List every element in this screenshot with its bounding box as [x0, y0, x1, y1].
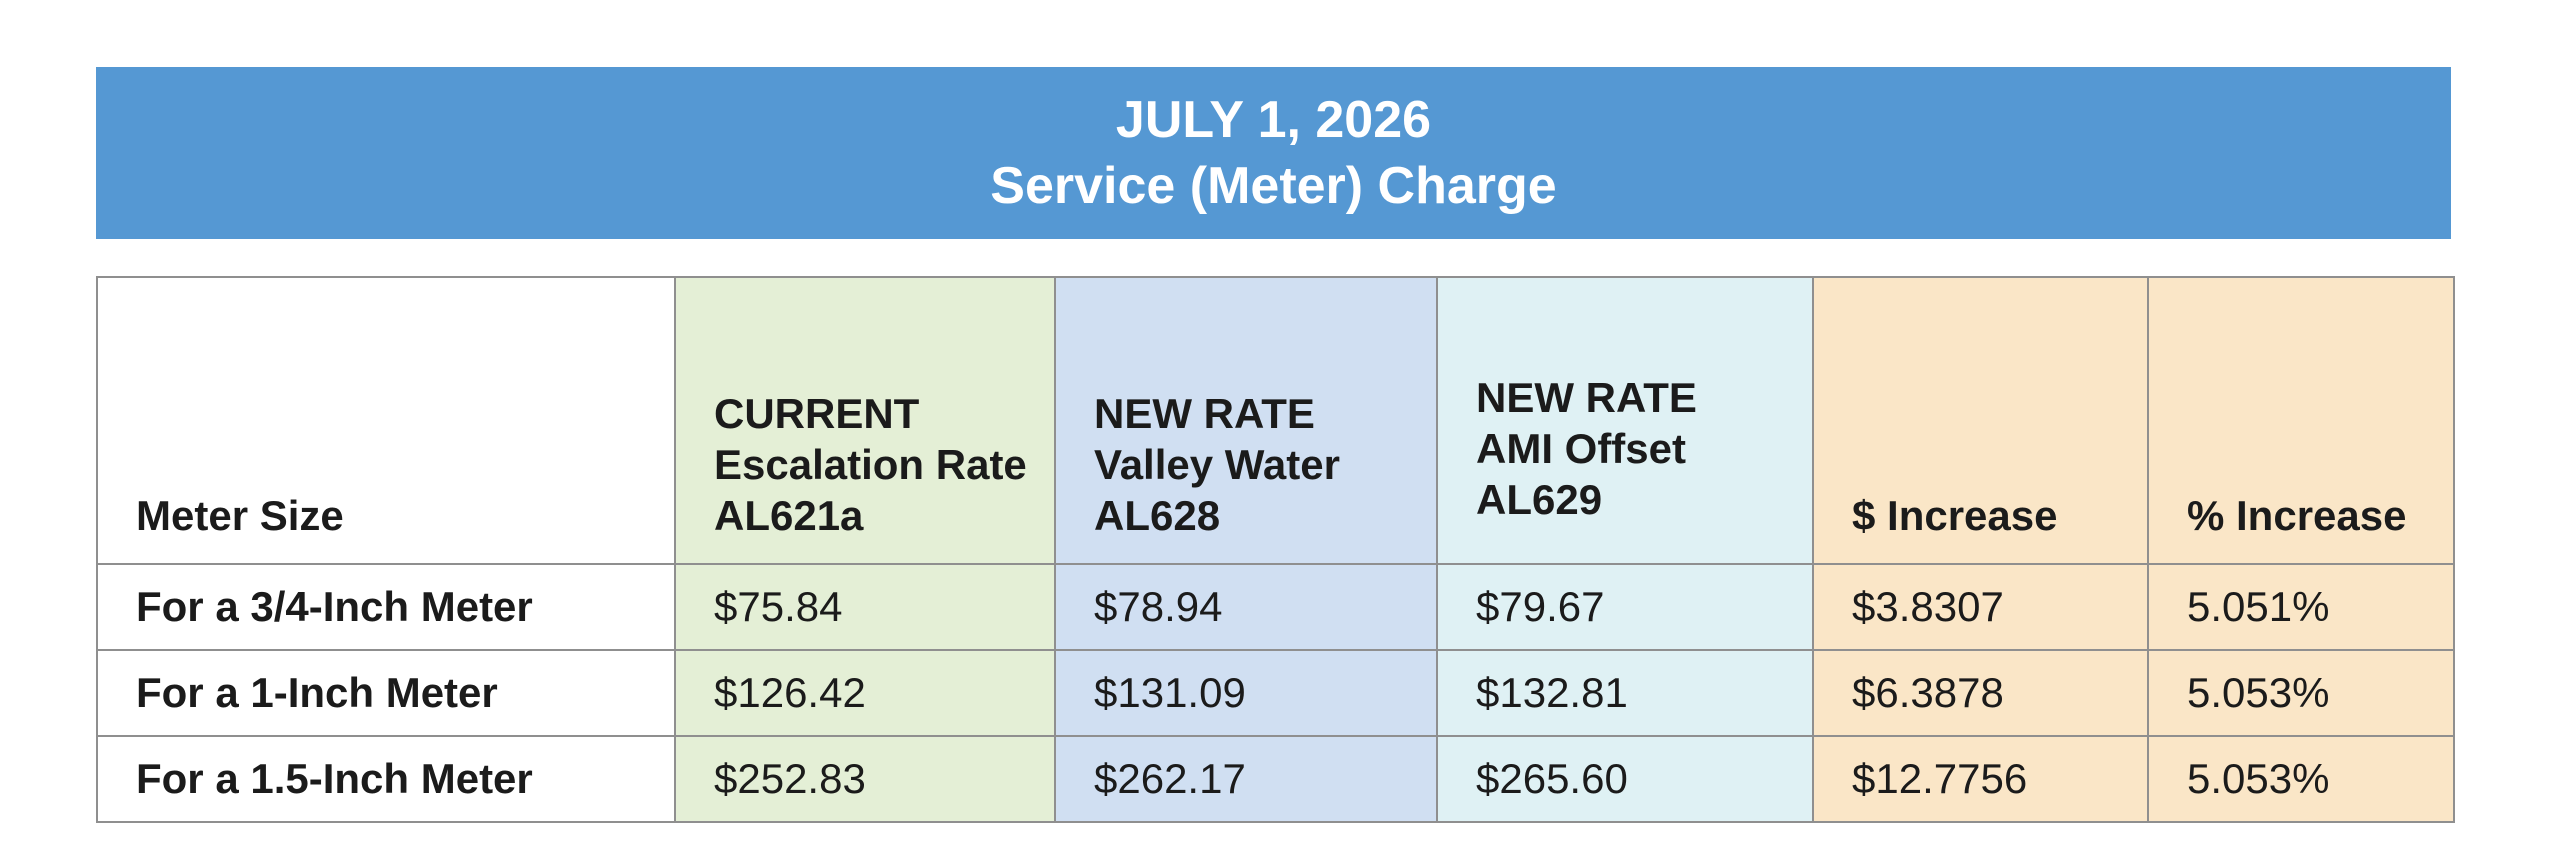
current-rate-cell: $75.84 [674, 563, 1056, 651]
dollar-increase-cell: $3.8307 [1812, 563, 2149, 651]
header-dollar-increase: $ Increase [1812, 276, 2149, 565]
header-current-line-2: Escalation Rate [714, 441, 1027, 488]
header-ami-line-3: AL629 [1476, 476, 1603, 523]
header-current-rate: CURRENT Escalation Rate AL621a [674, 276, 1056, 565]
header-row: Meter Size CURRENT Escalation Rate AL621… [96, 276, 2455, 565]
dollar-increase-cell: $12.7756 [1812, 735, 2149, 823]
current-rate-cell: $252.83 [674, 735, 1056, 823]
header-valley-line-2: Valley Water [1094, 441, 1340, 488]
header-valley-line-1: NEW RATE [1094, 390, 1315, 437]
table-row: For a 1.5-Inch Meter $252.83 $262.17 $26… [96, 735, 2455, 823]
ami-offset-rate-cell: $132.81 [1436, 649, 1814, 737]
percent-increase-cell: 5.053% [2147, 649, 2455, 737]
effective-date: JULY 1, 2026 [1115, 91, 1432, 149]
header-ami-line-2: AMI Offset [1476, 425, 1686, 472]
meter-size-cell: For a 1-Inch Meter [96, 649, 676, 737]
header-ami-offset-rate: NEW RATE AMI Offset AL629 [1436, 276, 1814, 565]
meter-size-cell: For a 3/4-Inch Meter [96, 563, 676, 651]
valley-water-rate-cell: $78.94 [1054, 563, 1438, 651]
header-current-line-3: AL621a [714, 492, 864, 539]
table-row: For a 3/4-Inch Meter $75.84 $78.94 $79.6… [96, 563, 2455, 651]
header-current-line-1: CURRENT [714, 390, 920, 437]
table-row: For a 1-Inch Meter $126.42 $131.09 $132.… [96, 649, 2455, 737]
header-ami-line-1: NEW RATE [1476, 374, 1697, 421]
ami-offset-rate-cell: $79.67 [1436, 563, 1814, 651]
header-percent-increase: % Increase [2147, 276, 2455, 565]
current-rate-cell: $126.42 [674, 649, 1056, 737]
valley-water-rate-cell: $262.17 [1054, 735, 1438, 823]
percent-increase-cell: 5.053% [2147, 735, 2455, 823]
header-meter-size: Meter Size [96, 276, 676, 565]
valley-water-rate-cell: $131.09 [1054, 649, 1438, 737]
table-title: Service (Meter) Charge [990, 157, 1557, 215]
header-valley-water-rate: NEW RATE Valley Water AL628 [1054, 276, 1438, 565]
percent-increase-cell: 5.051% [2147, 563, 2455, 651]
rate-table: Meter Size CURRENT Escalation Rate AL621… [96, 276, 2455, 823]
dollar-increase-cell: $6.3878 [1812, 649, 2149, 737]
title-banner: JULY 1, 2026 Service (Meter) Charge [96, 67, 2451, 239]
meter-size-cell: For a 1.5-Inch Meter [96, 735, 676, 823]
ami-offset-rate-cell: $265.60 [1436, 735, 1814, 823]
header-valley-line-3: AL628 [1094, 492, 1221, 539]
